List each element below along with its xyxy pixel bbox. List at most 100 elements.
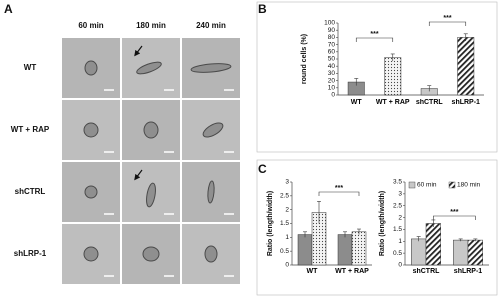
y-axis-label: round cells (%) (301, 34, 308, 84)
x-tick-label: shCTRL (412, 268, 440, 275)
error-bar (343, 231, 347, 238)
x-tick-label: shCTRL (415, 99, 443, 106)
x-tick-label-box: shLRP-1 (453, 268, 483, 275)
error-bar (390, 53, 395, 62)
cell (136, 61, 162, 75)
x-tick-label-box: WT (350, 99, 362, 106)
y-tick-label: 2 (398, 214, 402, 221)
error-bar (463, 33, 468, 41)
cell (84, 185, 98, 199)
bar (411, 238, 427, 266)
x-tick-label-box: WT + RAP (375, 99, 410, 106)
cell (143, 121, 159, 139)
y-tick-label: 0 (398, 262, 402, 269)
y-tick-label: 3 (398, 191, 402, 198)
y-tick-label: 80 (328, 34, 336, 41)
x-tick-label: WT + RAP (375, 99, 410, 106)
y-tick-label: 0.5 (280, 248, 289, 255)
y-tick-label: 3.5 (393, 179, 402, 186)
significance-bracket (433, 215, 476, 220)
y-tick-label: 90 (328, 27, 336, 34)
bar (467, 239, 483, 266)
error-bar (427, 85, 432, 92)
legend-swatch (448, 181, 456, 189)
column-header: 240 min (196, 21, 226, 30)
x-tick-label: WT (350, 99, 362, 106)
row-label: shCTRL (15, 187, 46, 196)
legend-label: 60 min (417, 182, 437, 189)
y-tick-label: 3 (285, 179, 289, 186)
arrow (134, 169, 143, 181)
y-tick-label: 1.5 (280, 220, 289, 227)
bar (384, 57, 402, 96)
significance-label: *** (443, 15, 451, 22)
row-label: shLRP-1 (14, 249, 47, 258)
x-tick-label-box: shLRP-1 (451, 99, 480, 106)
y-tick-label: 10 (328, 85, 336, 92)
y-tick-label: 60 (328, 49, 336, 56)
cell (84, 60, 98, 76)
x-tick-label: WT + RAP (335, 268, 369, 275)
significance-label: *** (335, 185, 343, 192)
y-tick-label: 0 (331, 92, 335, 99)
x-tick-label: shLRP-1 (451, 99, 480, 106)
bar (453, 239, 469, 266)
error-bar (416, 236, 421, 242)
significance-bracket (428, 21, 467, 26)
panel-frame (256, 159, 498, 296)
y-tick-label: 40 (328, 63, 336, 70)
cell (190, 63, 232, 73)
arrow (134, 45, 143, 57)
y-tick-label: 50 (328, 56, 336, 63)
y-tick-label: 30 (328, 70, 336, 77)
bar (457, 37, 475, 96)
y-axis-label: Ratio (length/width) (379, 191, 386, 256)
legend-label: 180 min (457, 182, 481, 189)
panel-frame (256, 1, 498, 153)
bar (425, 223, 441, 266)
panel-label: C (258, 162, 267, 176)
cell (83, 122, 99, 138)
bar (337, 234, 353, 266)
cell (83, 246, 99, 262)
x-tick-label-box: WT (306, 268, 318, 275)
error-bar (317, 201, 321, 224)
column-header: 180 min (136, 21, 166, 30)
legend-swatch (408, 181, 416, 189)
significance-bracket (318, 191, 360, 196)
y-tick-label: 1 (398, 238, 402, 245)
y-tick-label: 0 (285, 262, 289, 269)
y-tick-label: 2 (285, 206, 289, 213)
y-tick-label: 2.5 (280, 193, 289, 200)
bar (351, 231, 367, 266)
panel-label: B (258, 2, 267, 16)
cell (142, 246, 160, 262)
error-bar (473, 238, 478, 242)
row-label: WT + RAP (11, 125, 50, 134)
x-tick-label-box: shCTRL (412, 268, 440, 275)
bar (297, 234, 313, 266)
y-tick-label: 1.5 (393, 226, 402, 233)
x-tick-label: WT (306, 268, 318, 275)
error-bar (354, 78, 359, 86)
y-tick-label: 1 (285, 234, 289, 241)
cell (207, 180, 215, 204)
y-tick-label: 70 (328, 41, 336, 48)
significance-label: *** (370, 31, 378, 38)
y-tick-label: 0.5 (393, 250, 402, 257)
column-header: 60 min (78, 21, 103, 30)
cell (204, 245, 218, 263)
x-tick-label-box: WT + RAP (335, 268, 369, 275)
x-tick-label: shLRP-1 (453, 268, 483, 275)
error-bar (303, 231, 307, 238)
cell (202, 122, 224, 138)
y-axis-label: Ratio (length/width) (267, 191, 274, 256)
row-label: WT (24, 63, 37, 72)
y-tick-label: 2.5 (393, 202, 402, 209)
x-tick-label-box: shCTRL (415, 99, 443, 106)
panel-label: A (4, 2, 13, 16)
error-bar (458, 238, 463, 242)
significance-label: *** (450, 209, 458, 216)
y-tick-label: 20 (328, 77, 336, 84)
